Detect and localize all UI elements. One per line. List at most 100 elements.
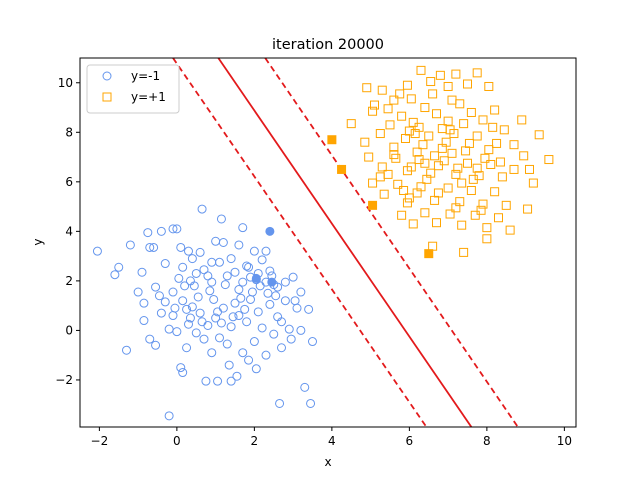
data-point <box>265 266 275 276</box>
data-point <box>433 161 443 171</box>
data-point <box>226 376 236 386</box>
data-point <box>453 163 463 173</box>
data-point <box>211 313 221 323</box>
data-point <box>216 318 226 328</box>
data-point <box>168 224 178 234</box>
data-point <box>395 89 405 99</box>
data-point <box>114 262 124 272</box>
data-point <box>246 294 255 304</box>
data-point <box>234 311 244 321</box>
data-point <box>265 299 275 309</box>
data-point <box>437 124 447 134</box>
margin-line-low <box>172 58 428 427</box>
data-point <box>143 228 153 238</box>
support-vector-point <box>251 273 261 283</box>
data-point <box>251 364 261 374</box>
data-point <box>428 241 438 251</box>
data-point <box>497 172 507 182</box>
x-tick-label: 4 <box>328 434 336 448</box>
data-point <box>377 85 387 95</box>
data-point <box>184 319 193 329</box>
data-point <box>406 94 416 104</box>
data-point <box>447 95 457 105</box>
data-point <box>377 162 387 172</box>
legend-label-neg: y=-1 <box>131 69 160 83</box>
data-point <box>399 185 409 195</box>
data-point <box>484 145 494 155</box>
data-point <box>482 223 492 233</box>
data-point <box>154 291 164 301</box>
data-point <box>441 137 451 147</box>
data-point <box>222 271 232 281</box>
x-axis-ticks: −2 0 2 4 6 8 10 <box>91 427 572 448</box>
data-point <box>430 195 440 205</box>
data-point <box>410 129 420 139</box>
data-point <box>178 262 188 272</box>
data-point <box>447 148 457 158</box>
data-point <box>195 308 205 318</box>
data-point <box>401 133 410 143</box>
data-point <box>389 95 399 105</box>
y-tick-label: 8 <box>65 125 73 139</box>
data-point <box>397 111 407 121</box>
data-point <box>244 355 254 365</box>
data-point <box>151 340 161 350</box>
data-point <box>368 106 378 116</box>
data-point <box>364 152 374 162</box>
data-point <box>402 80 412 90</box>
data-point <box>244 262 254 272</box>
data-point <box>472 68 482 78</box>
data-point <box>215 333 224 343</box>
data-point <box>226 254 236 264</box>
data-point <box>296 325 306 335</box>
data-point <box>247 287 257 297</box>
data-point <box>201 376 211 386</box>
data-point <box>277 343 286 353</box>
data-point <box>534 130 544 140</box>
data-point <box>412 147 422 157</box>
data-point <box>185 313 195 323</box>
data-point <box>379 189 389 199</box>
data-point <box>133 287 143 297</box>
y-axis-label: y <box>31 238 45 245</box>
data-point <box>139 316 149 326</box>
x-tick-label: −2 <box>91 434 109 448</box>
data-point <box>470 210 480 220</box>
data-point <box>478 115 488 125</box>
data-point <box>389 150 399 160</box>
data-point <box>182 343 192 353</box>
data-point <box>240 304 250 314</box>
support-vector-point <box>337 164 347 174</box>
data-point <box>164 411 174 421</box>
data-point <box>249 246 259 256</box>
support-vector-point <box>368 200 378 210</box>
data-point <box>187 302 197 312</box>
data-point <box>193 292 203 302</box>
data-point <box>238 223 248 233</box>
data-point <box>368 178 378 188</box>
plot-frame <box>79 57 577 428</box>
data-point <box>525 164 534 174</box>
x-tick-label: 8 <box>483 434 491 448</box>
data-point <box>455 99 465 109</box>
data-point <box>199 334 209 344</box>
data-point <box>261 246 271 256</box>
data-point <box>263 288 273 298</box>
data-point <box>389 142 399 152</box>
data-point <box>375 129 385 139</box>
data-point <box>269 329 279 339</box>
data-point <box>172 327 182 337</box>
data-point <box>385 120 395 130</box>
data-point <box>466 185 476 195</box>
data-point <box>185 276 195 286</box>
data-point <box>482 234 492 244</box>
data-point <box>420 103 430 113</box>
data-point <box>420 208 430 218</box>
data-point <box>284 324 294 334</box>
data-point <box>156 226 166 236</box>
data-point <box>139 298 149 308</box>
data-point <box>375 172 385 182</box>
y-tick-label: 6 <box>65 175 73 189</box>
data-point <box>406 162 416 172</box>
y-tick-label: −2 <box>55 373 73 387</box>
